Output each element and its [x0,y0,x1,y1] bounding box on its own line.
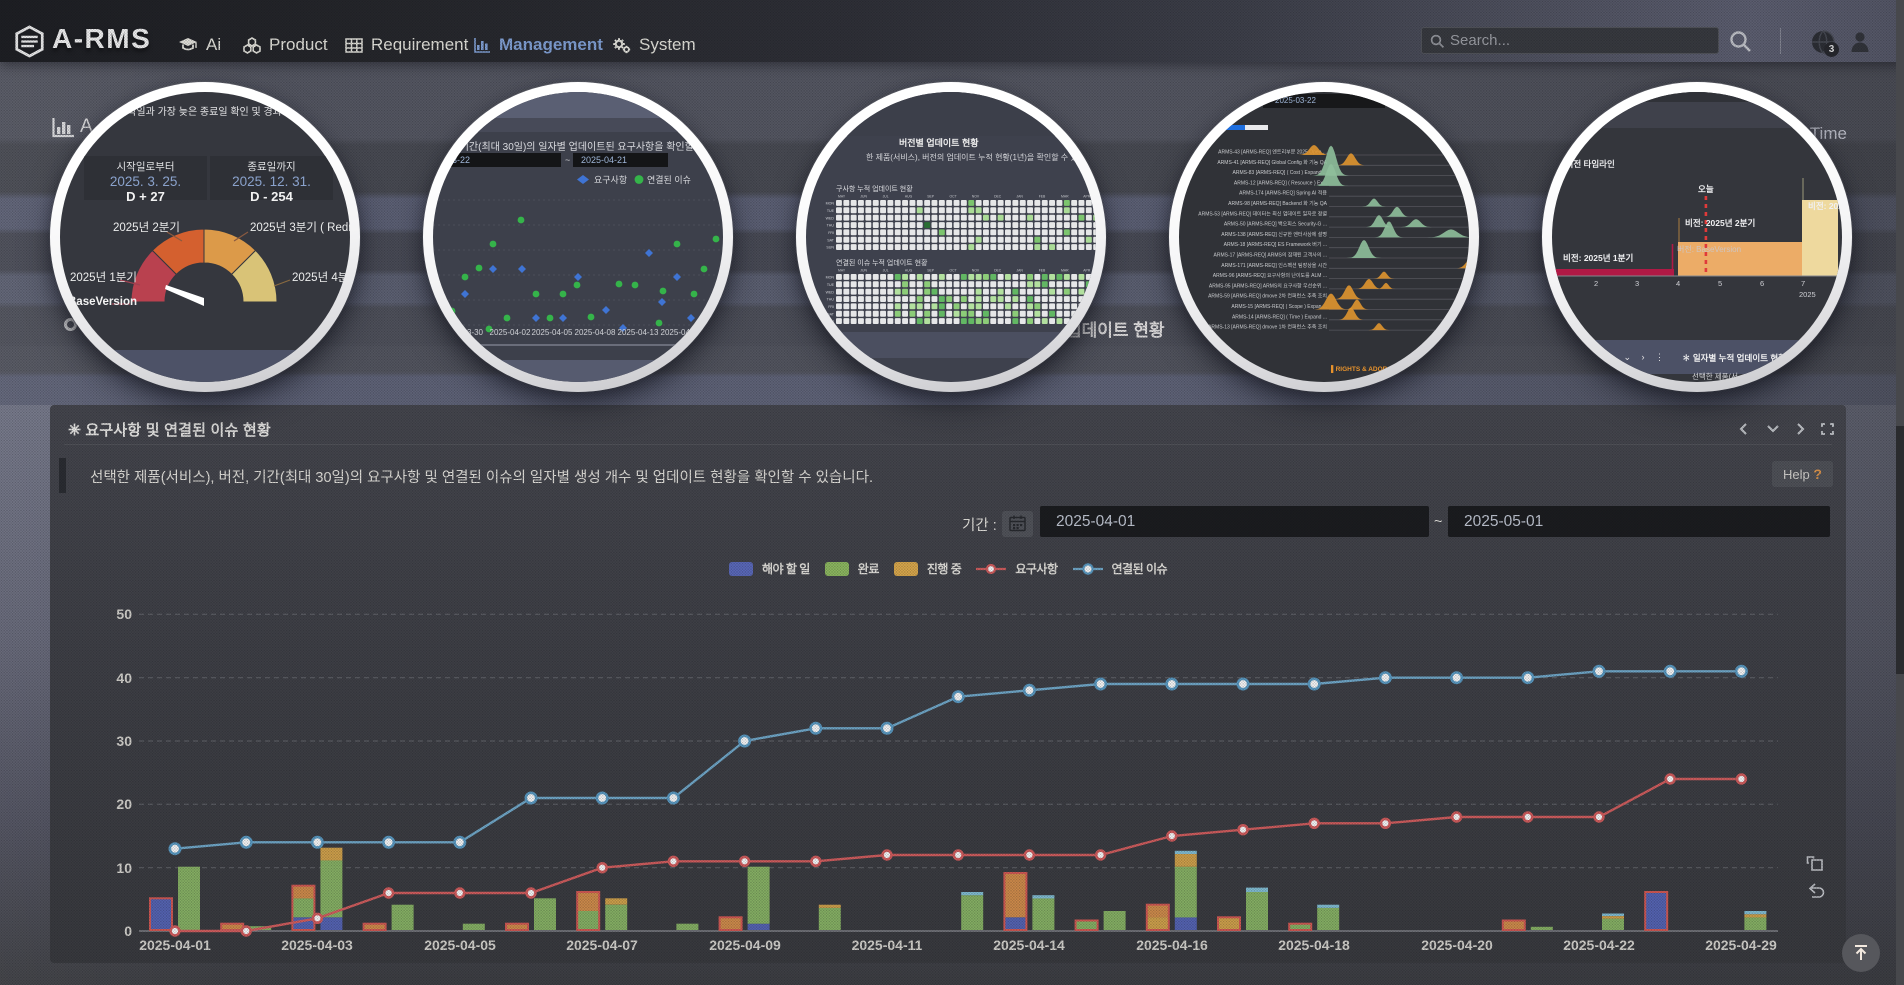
svg-text:2025-04-05: 2025-04-05 [424,937,496,953]
svg-text:1: 1 [1552,279,1556,288]
svg-text:FEB: FEB [1039,195,1046,199]
svg-text:2025-04-22: 2025-04-22 [1563,937,1635,953]
svg-text:2025: 2025 [1799,290,1816,299]
svg-text:50: 50 [116,606,132,622]
svg-text:2025-04-03: 2025-04-03 [281,937,353,953]
svg-text:2025-04-16: 2025-04-16 [1136,937,1208,953]
svg-text:WED: WED [826,216,835,220]
svg-text:MAR: MAR [1061,195,1069,199]
svg-text:2025-04-20: 2025-04-20 [1421,937,1493,953]
svg-text:SAT: SAT [827,238,835,242]
svg-text:4: 4 [1676,279,1680,288]
svg-text:ARMS-174 [ARMS-REQ] Spring AI: ARMS-174 [ARMS-REQ] Spring AI 적용 [1239,190,1327,197]
svg-text:NOV: NOV [972,195,980,199]
svg-text:버전: BaseVersion: 버전: BaseVersion [1677,244,1741,254]
svg-text:ARMS-41 [ARMS-REQ] Global Conf: ARMS-41 [ARMS-REQ] Global Config 화 기능 QA [1217,159,1327,166]
svg-text:ARMS-59 [ARMS-REQ] dmove 2차 컨퍼: ARMS-59 [ARMS-REQ] dmove 2차 컨퍼런스 추축 조치 [1208,293,1327,300]
svg-text:TUE: TUE [827,283,835,287]
svg-text:2025-04-07: 2025-04-07 [566,937,638,953]
svg-text:ARMS-12 [ARMS-REQ] ( Resource: ARMS-12 [ARMS-REQ] ( Resource ) Ex... [1234,180,1327,186]
svg-text:APR: APR [1083,195,1091,199]
svg-text:OCT: OCT [950,269,957,273]
svg-text:JUN: JUN [860,269,867,273]
svg-text:SEP: SEP [927,195,935,199]
svg-text:2025-04-16: 2025-04-16 [661,328,702,337]
svg-text:MAY: MAY [838,195,846,199]
svg-text:25-03-30: 25-03-30 [451,328,484,337]
svg-text:비전: 202: 비전: 202 [1808,201,1842,211]
svg-text:ARMS-96 [ARMS-REQ] 요구사항의 난이도를: ARMS-96 [ARMS-REQ] 요구사항의 난이도를 ALM ... [1213,272,1327,279]
svg-text:AUG: AUG [905,269,913,273]
svg-text:AUG: AUG [905,195,913,199]
svg-text:오늘: 오늘 [1698,184,1714,194]
svg-text:THU: THU [827,224,835,228]
svg-text:2025-04-08: 2025-04-08 [575,328,616,337]
svg-text:연결된 이슈 누적 업데이트 현황: 연결된 이슈 누적 업데이트 현황 [836,258,928,267]
svg-text:WED: WED [826,290,835,294]
svg-text:2025-04-11: 2025-04-11 [852,937,923,953]
svg-text:2025-04-01: 2025-04-01 [139,937,211,953]
svg-text:0: 0 [124,923,132,939]
svg-text:연결된 이슈: 연결된 이슈 [647,174,691,185]
svg-text:7: 7 [1801,279,1805,288]
svg-text:JUL: JUL [883,269,889,273]
svg-text:FRI: FRI [828,231,834,235]
svg-text:2025-04-05: 2025-04-05 [532,328,573,337]
svg-text:NOV: NOV [972,269,980,273]
svg-text:SUN: SUN [826,320,834,324]
svg-text:MAR: MAR [1061,269,1069,273]
svg-text:THU: THU [827,298,835,302]
svg-text:2025-04-09: 2025-04-09 [709,937,781,953]
svg-text:MON: MON [826,276,835,280]
svg-text:ARMS-43 [ARMS-REQ] 엔트리부문 2025: ARMS-43 [ARMS-REQ] 엔트리부문 2025 Open ... [1218,149,1327,156]
svg-text:비전: 2025년 2분기: 비전: 2025년 2분기 [1685,218,1755,228]
svg-text:2: 2 [1594,279,1598,288]
svg-text:3: 3 [1635,279,1639,288]
svg-text:2025-04-18: 2025-04-18 [1278,937,1350,953]
svg-text:SAT: SAT [827,312,835,316]
svg-text:FEB: FEB [1039,269,1046,273]
svg-text:30: 30 [116,733,132,749]
svg-text:JUL: JUL [883,195,889,199]
svg-text:DEC: DEC [994,195,1002,199]
svg-text:6: 6 [1760,279,1764,288]
svg-text:ARMS-15 [ARMS-REQ] ( Scope ) E: ARMS-15 [ARMS-REQ] ( Scope ) Expan ... [1231,304,1327,310]
svg-text:ARMS-14 [ARMS-REQ] ( Time ) Ex: ARMS-14 [ARMS-REQ] ( Time ) Expand ... [1232,314,1327,320]
svg-text:ARMS-83 [ARMS-REQ] ( Cost ) Ex: ARMS-83 [ARMS-REQ] ( Cost ) Expand ... [1233,170,1327,176]
svg-text:ARMS-138 [ARMS-REQ] 신규한 엔터사상에: ARMS-138 [ARMS-REQ] 신규한 엔터사상에 설명 [1221,231,1327,238]
svg-text:비전: 2025년 1분기: 비전: 2025년 1분기 [1563,253,1633,263]
svg-text:TUE: TUE [827,209,835,213]
svg-text:2025-04-02: 2025-04-02 [490,328,531,337]
svg-text:MAY: MAY [838,269,846,273]
svg-text:5: 5 [1718,279,1722,288]
svg-text:FRI: FRI [828,305,834,309]
svg-text:2025-04-13: 2025-04-13 [618,328,659,337]
svg-text:2025-04-14: 2025-04-14 [993,937,1065,953]
svg-text:OCT: OCT [950,195,957,199]
svg-text:ARMS-18 [ARMS-REQ] ES Framewor: ARMS-18 [ARMS-REQ] ES Framework 버기 ... [1224,241,1327,248]
svg-text:ARMS-95 [ARMS-REQ] ARMS의 요구사항: ARMS-95 [ARMS-REQ] ARMS의 요구사항 우선순위 ... [1209,282,1327,289]
svg-text:구사항 누적 업데이트 현황: 구사항 누적 업데이트 현황 [836,184,913,193]
svg-text:JUN: JUN [860,195,867,199]
svg-text:ARMS-17 [ARMS-REQ] ARMS의 잠재된 고: ARMS-17 [ARMS-REQ] ARMS의 잠재된 고객사의 ... [1214,252,1327,259]
svg-text:요구사항: 요구사항 [594,175,627,185]
svg-text:10: 10 [116,860,132,876]
svg-text:MON: MON [826,202,835,206]
svg-text:JAN: JAN [1016,269,1023,273]
svg-text:SUN: SUN [826,246,834,250]
svg-text:20: 20 [116,796,132,812]
svg-text:ARMS-98 [ARMS-REQ] Backend 화 기: ARMS-98 [ARMS-REQ] Backend 화 기능 QA [1228,200,1327,207]
svg-text:ARMS-13 [ARMS-REQ] dmove 1차 컨퍼: ARMS-13 [ARMS-REQ] dmove 1차 컨퍼런스 추축 조치 [1208,324,1327,331]
svg-text:2025-04-29: 2025-04-29 [1705,937,1777,953]
svg-text:DEC: DEC [994,269,1002,273]
svg-text:APR: APR [1083,269,1091,273]
svg-text:ARMS-171 [ARMS-REQ] 인스펙션 팀장상을: ARMS-171 [ARMS-REQ] 인스펙션 팀장상을 시간 [1221,262,1327,269]
svg-text:JAN: JAN [1016,195,1023,199]
svg-text:SEP: SEP [927,269,935,273]
svg-text:ARMS-50 [ARMS-REQ] 백오피스 Securi: ARMS-50 [ARMS-REQ] 백오피스 Security-G ... [1224,221,1327,228]
svg-text:40: 40 [116,670,132,686]
svg-text:ARMS-53 [ARMS-REQ] 데이터는 최신 업데이: ARMS-53 [ARMS-REQ] 데이터는 최신 업데이트 일자로 정렬 [1198,210,1327,217]
